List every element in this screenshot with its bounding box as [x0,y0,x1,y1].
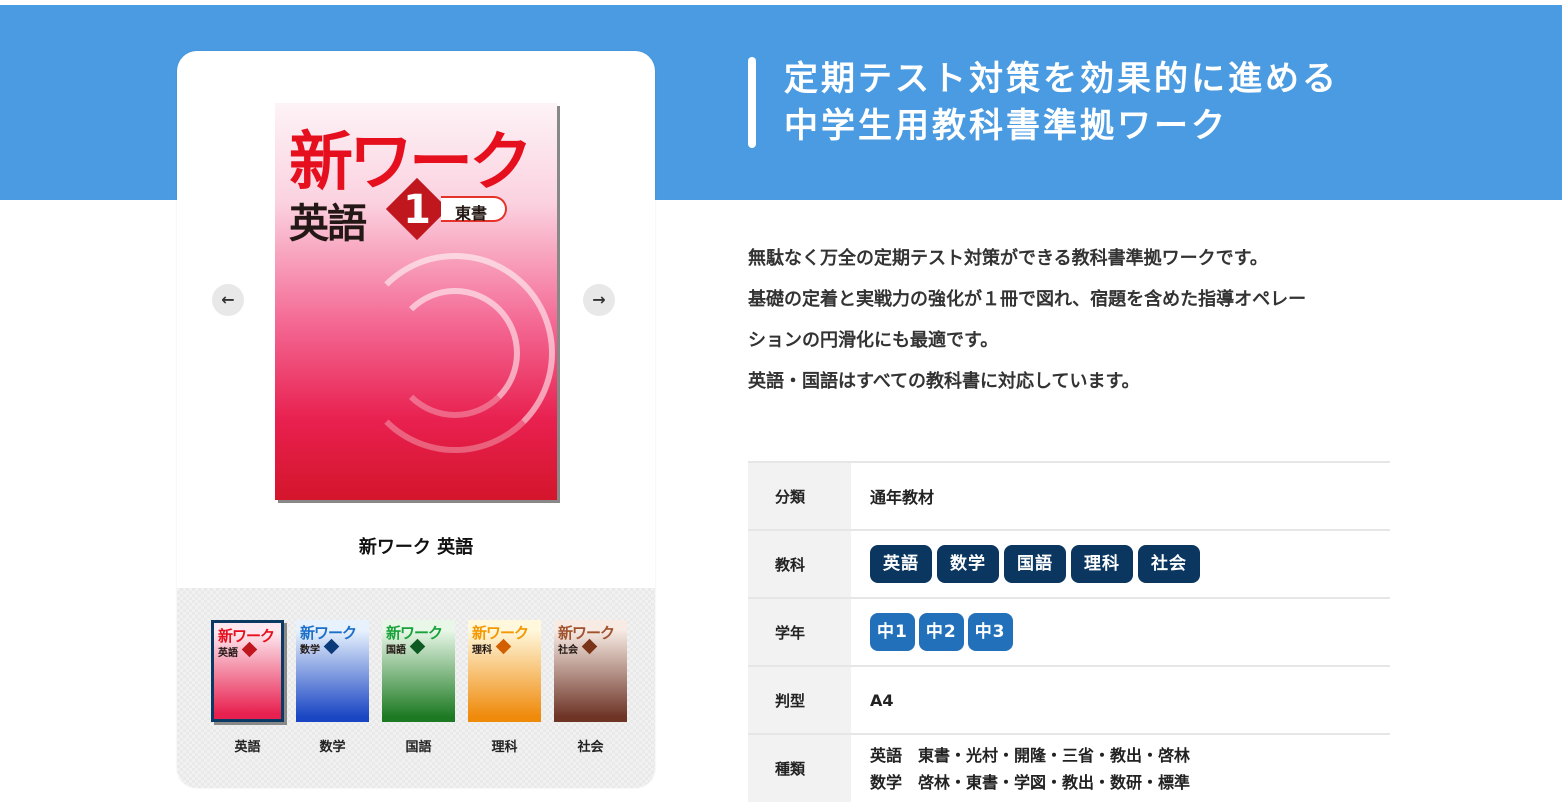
thumbnail-label: 社会 [577,740,604,755]
thumbnail-image: 新ワーク 理科 [468,620,541,722]
subject-tag-english[interactable]: 英語 [870,545,932,583]
description-line: 英語・国語はすべての教科書に対応しています。 [748,371,1140,392]
product-title: 新ワーク 英語 [358,537,474,558]
spec-label: 分類 [748,461,851,530]
spec-row-category: 分類 通年教材 [748,461,1390,530]
cover-subject: 英語 [289,201,367,247]
cover-publisher: 東書 [441,196,507,223]
description-line: 基礎の定着と実戦力の強化が１冊で図れ、宿題を含めた指導オペレー [748,289,1307,310]
spec-table: 分類 通年教材 教科 英語 数学 国語 理科 社会 学年 中1 中2 中3 判型 A4 種類 英… [748,461,1390,802]
prev-arrow-button[interactable]: ← [212,284,244,316]
page-heading: 定期テスト対策を効果的に進める 中学生用教科書準拠ワーク [784,56,1339,150]
thumbnail-label: 数学 [319,740,346,755]
heading-line-1: 定期テスト対策を効果的に進める [784,59,1339,99]
description: 無駄なく万全の定期テスト対策ができる教科書準拠ワークです。 基礎の定着と実戦力の… [748,238,1306,402]
thumbnail-0[interactable]: 新ワーク 英語 英語 [211,620,284,755]
product-card: 新ワーク 英語 1 東書 ← → 新ワーク 英語 新ワーク 英語 英語 新ワーク… [177,51,655,788]
thumbnail-2[interactable]: 新ワーク 国語 国語 [382,620,455,755]
thumbnail-label: 英語 [234,740,261,755]
spec-row-subjects: 教科 英語 数学 国語 理科 社会 [748,529,1390,598]
thumbnail-subject: 英語 [218,648,238,659]
thumbnail-strip: 新ワーク 英語 英語 新ワーク 数学 数学 新ワーク 国語 国語 新ワーク 理科… [177,588,655,788]
spec-label: 教科 [748,529,851,598]
thumbnail-label: 国語 [405,740,432,755]
grade-tag-2[interactable]: 中2 [918,613,964,651]
thumbnail-1[interactable]: 新ワーク 数学 数学 [296,620,369,755]
thumbnail-label: 理科 [491,740,518,755]
description-line: 無駄なく万全の定期テスト対策ができる教科書準拠ワークです。 [748,248,1268,269]
thumbnail-series: 新ワーク [558,624,615,642]
subject-tag-science[interactable]: 理科 [1071,545,1133,583]
arrow-left-icon: ← [221,290,235,309]
cover-decoration [390,288,520,418]
thumbnail-series: 新ワーク [386,624,443,642]
subject-tag-japanese[interactable]: 国語 [1004,545,1066,583]
spec-label: 判型 [748,665,851,734]
spec-value: A4 [851,665,1390,734]
spec-row-kinds: 種類 英語 東書・光村・開隆・三省・教出・啓林 数学 啓林・東書・学図・教出・数研… [748,733,1390,802]
kind-line: 数学 啓林・東書・学図・教出・数研・標準 [870,772,1191,792]
thumbnail-image: 新ワーク 英語 [211,620,284,722]
kind-line: 英語 東書・光村・開隆・三省・教出・啓林 [870,745,1191,765]
product-cover-image[interactable]: 新ワーク 英語 1 東書 [275,103,557,500]
subject-tag-social[interactable]: 社会 [1138,545,1200,583]
subject-tag-math[interactable]: 数学 [937,545,999,583]
thumbnail-subject: 社会 [558,645,578,656]
thumbnail-series: 新ワーク [472,624,529,642]
spec-row-size: 判型 A4 [748,665,1390,734]
thumbnail-subject: 理科 [472,645,492,656]
next-arrow-button[interactable]: → [583,284,615,316]
thumbnail-series: 新ワーク [300,624,357,642]
spec-label: 学年 [748,597,851,666]
description-line: ションの円滑化にも最適です。 [748,330,999,351]
thumbnail-subject: 国語 [386,645,406,656]
spec-label: 種類 [748,733,851,802]
heading-accent-bar [748,57,756,148]
cover-grade: 1 [403,187,431,233]
thumbnail-4[interactable]: 新ワーク 社会 社会 [554,620,627,755]
thumbnail-image: 新ワーク 国語 [382,620,455,722]
cover-decoration [355,253,555,453]
heading-line-2: 中学生用教科書準拠ワーク [784,106,1228,146]
arrow-right-icon: → [592,290,606,309]
spec-row-grades: 学年 中1 中2 中3 [748,597,1390,666]
thumbnail-3[interactable]: 新ワーク 理科 理科 [468,620,541,755]
thumbnail-series: 新ワーク [218,627,275,645]
grade-tag-1[interactable]: 中1 [870,613,915,651]
thumbnail-image: 新ワーク 社会 [554,620,627,722]
spec-value: 通年教材 [851,461,1390,530]
grade-tag-3[interactable]: 中3 [967,613,1013,651]
thumbnail-subject: 数学 [300,645,320,656]
thumbnail-image: 新ワーク 数学 [296,620,369,722]
